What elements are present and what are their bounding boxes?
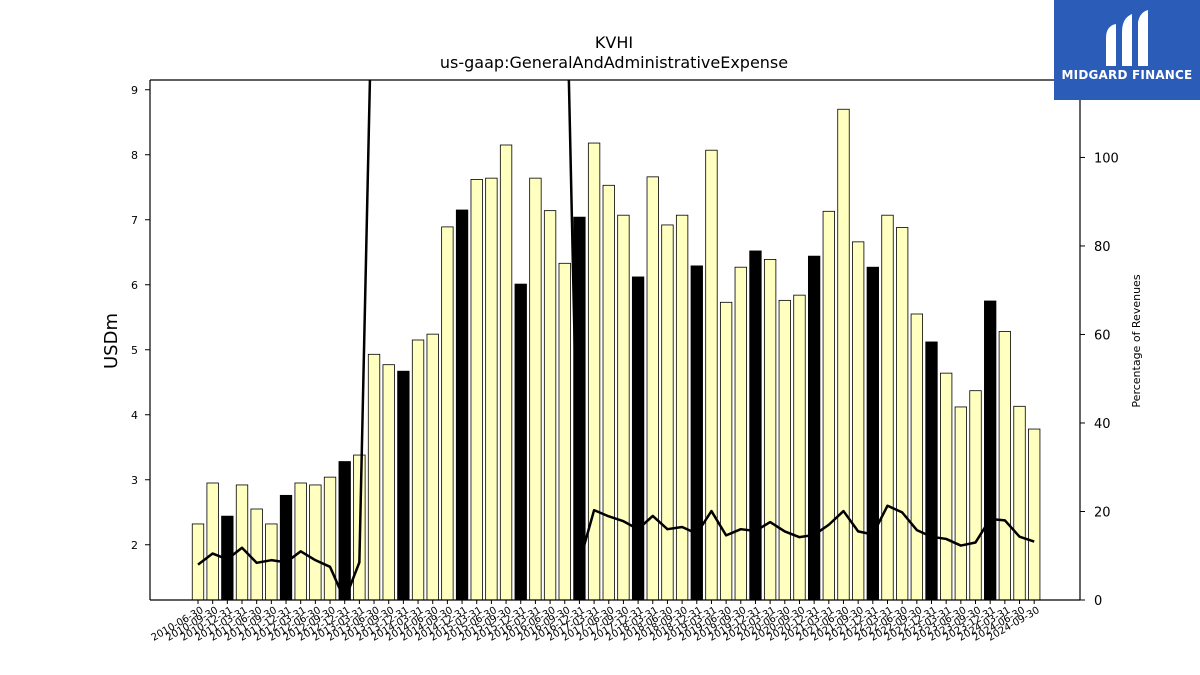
- bar: [940, 372, 953, 600]
- bar: [470, 179, 483, 600]
- bar: [617, 214, 630, 600]
- bar: [778, 299, 791, 600]
- bar: [881, 214, 894, 600]
- bar: [455, 209, 469, 600]
- bar: [793, 294, 806, 600]
- bar: [1028, 428, 1041, 600]
- y-tick-label: 9: [131, 84, 138, 97]
- bar: [279, 494, 293, 600]
- bar: [969, 390, 982, 600]
- bar: [558, 262, 571, 600]
- y2-axis-label: Percentage of Revenues: [1130, 274, 1143, 407]
- bar: [602, 184, 615, 600]
- y-tick-label: 7: [131, 214, 138, 227]
- y2-tick-label: 60: [1094, 328, 1111, 343]
- bar: [206, 482, 219, 600]
- bar: [866, 266, 879, 600]
- bar: [661, 224, 674, 600]
- bar: [954, 406, 967, 600]
- bar: [705, 149, 718, 600]
- bar: [441, 226, 454, 600]
- y2-tick-label: 0: [1094, 594, 1102, 609]
- bar: [719, 301, 733, 600]
- bar: [235, 484, 249, 600]
- bar: [191, 523, 205, 600]
- bar: [411, 339, 425, 600]
- y-tick-label: 4: [131, 409, 138, 422]
- bar: [338, 461, 351, 600]
- y2-axis-ticks: 0 20 40 60 80 100: [1080, 151, 1119, 609]
- bar: [646, 176, 659, 600]
- plot-frame: [149, 79, 1081, 601]
- bar: [543, 210, 557, 600]
- bar: [896, 227, 909, 600]
- y-tick-label: 5: [131, 344, 138, 357]
- brand-mark-icon: [1106, 10, 1148, 66]
- y2-tick-label: 20: [1094, 505, 1111, 520]
- bar: [910, 313, 923, 600]
- y-axis-label: USDm: [101, 313, 122, 369]
- bar: [749, 250, 762, 600]
- bar: [426, 333, 439, 600]
- bar: [573, 216, 586, 600]
- y2-tick-label: 80: [1094, 240, 1111, 255]
- bar: [485, 177, 498, 600]
- bar: [822, 210, 835, 600]
- bar: [763, 258, 777, 600]
- brand-name: MIDGARD FINANCE: [1061, 68, 1193, 82]
- bar: [998, 331, 1011, 600]
- bar: [397, 370, 410, 600]
- bar: [734, 266, 747, 600]
- y-axis-ticks: 2 3 4 5 6 7 8 9: [131, 84, 150, 552]
- chart-title: KVHI: [595, 33, 633, 52]
- bar: [925, 341, 938, 600]
- y-tick-label: 6: [131, 279, 138, 292]
- y2-tick-label: 40: [1094, 417, 1111, 432]
- bars-layer: [191, 108, 1041, 600]
- bar: [807, 255, 821, 600]
- bar: [675, 214, 689, 600]
- bar: [1013, 405, 1026, 600]
- chart-subtitle: us-gaap:GeneralAndAdministrativeExpense: [440, 53, 788, 72]
- bar: [529, 177, 542, 600]
- bar: [631, 276, 645, 600]
- bar: [837, 108, 850, 600]
- bar: [382, 364, 395, 600]
- bar: [323, 476, 337, 600]
- line-layer: [197, 80, 1035, 600]
- percentage-line: [197, 80, 1035, 600]
- bar: [690, 265, 703, 600]
- bar: [367, 353, 381, 600]
- y2-tick-label: 100: [1094, 151, 1119, 166]
- bar: [294, 482, 307, 600]
- bar: [499, 144, 513, 600]
- x-axis-ticks: 2010-06-302010-09-302010-12-312011-03-31…: [150, 600, 1042, 644]
- y-tick-label: 2: [131, 539, 138, 552]
- bar: [514, 283, 527, 600]
- y-tick-label: 8: [131, 149, 138, 162]
- y-tick-label: 3: [131, 474, 138, 487]
- bar: [587, 142, 601, 600]
- brand-logo: MIDGARD FINANCE: [1054, 0, 1200, 100]
- bar: [309, 484, 322, 600]
- bar: [250, 508, 263, 600]
- bar: [984, 300, 997, 600]
- bar: [852, 241, 865, 600]
